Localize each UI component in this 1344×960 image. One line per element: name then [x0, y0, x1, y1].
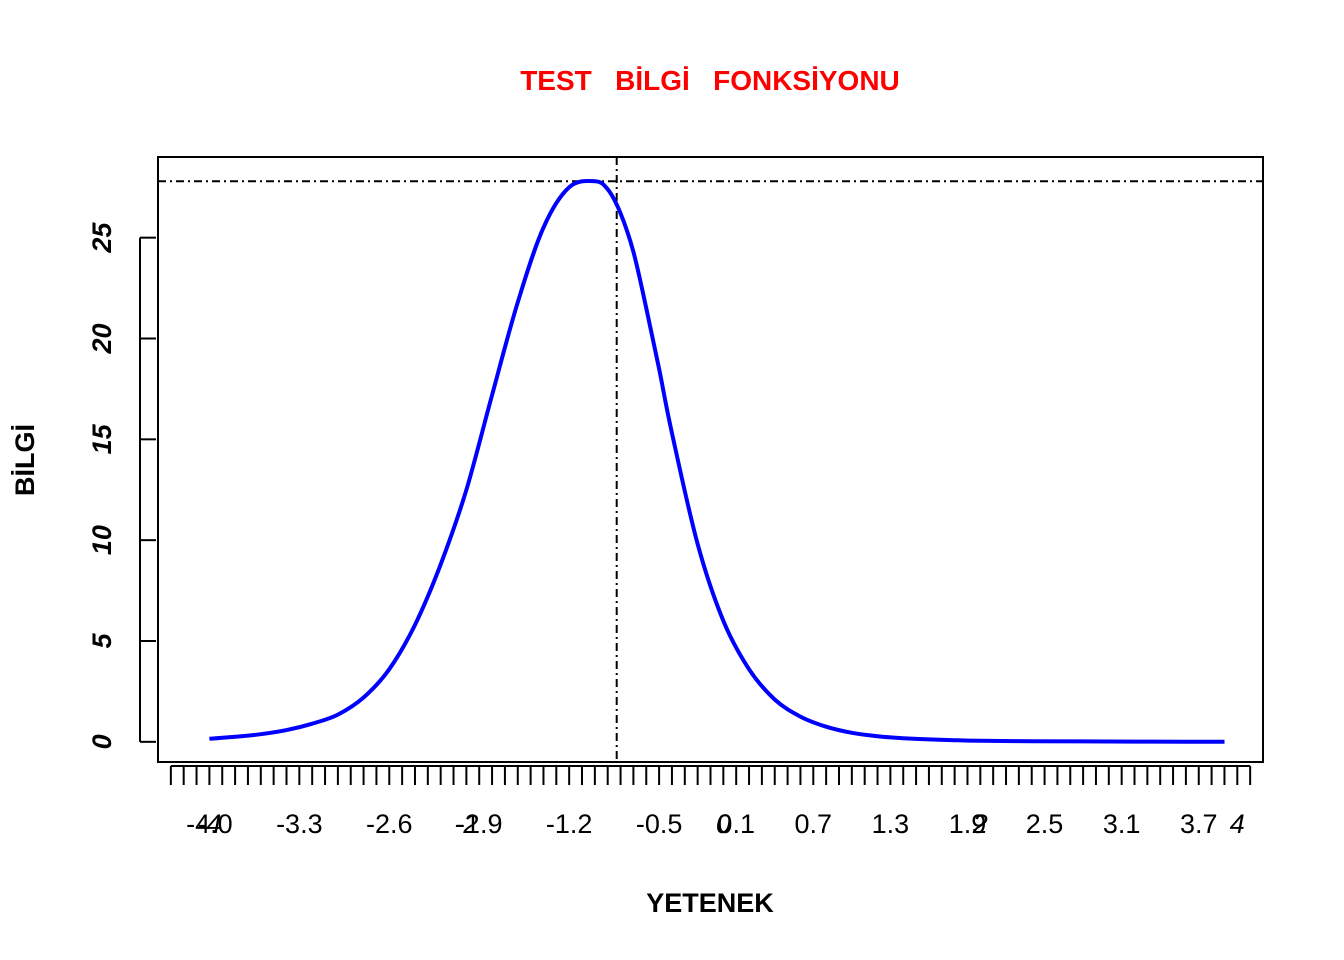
x-axis: -4.0 -3.3 -2.6 -1.9 -1.2 -0.5 0.1 0.7 1.3 1.9 2.5 3…	[169, 765, 1252, 839]
x-tick-label-overlay: 0	[716, 809, 731, 839]
y-tick-label: 0	[87, 734, 117, 749]
x-tick-label: 2.5	[1026, 809, 1064, 839]
information-curve	[209, 178, 1225, 744]
x-tick-label-overlay: 2	[972, 809, 988, 839]
x-tick-label-overlay: -2	[454, 809, 478, 839]
y-tick-label: 15	[87, 423, 117, 454]
plot-area	[157, 156, 1264, 763]
x-tick-label: 1.3	[872, 809, 910, 839]
x-tick-label: -1.9	[456, 809, 503, 839]
y-tick-label: 5	[87, 633, 117, 649]
x-tick-label: -1.2	[546, 809, 593, 839]
curve-layer	[209, 178, 1225, 744]
x-tick-label: -2.6	[366, 809, 413, 839]
x-tick-label: 0.7	[795, 809, 833, 839]
x-tick-label-overlay: -4	[197, 809, 221, 839]
x-tick-label: -4.0	[186, 809, 233, 839]
reference-lines	[158, 157, 1263, 762]
x-tick-label: 3.7	[1180, 809, 1218, 839]
x-tick-label: 1.9	[949, 809, 987, 839]
x-tick-label-overlay: 4	[1230, 809, 1245, 839]
y-axis-label: BİLGİ	[10, 424, 40, 496]
y-tick-label: 10	[87, 525, 117, 555]
y-tick-label: 20	[87, 323, 117, 354]
x-tick-label: -0.5	[636, 809, 683, 839]
plot-frame	[157, 156, 1264, 763]
x-tick-label: 0.1	[717, 809, 755, 839]
x-tick-label: -3.3	[276, 809, 323, 839]
chart-title: TEST BİLGİ FONKSİYONU	[520, 65, 900, 96]
y-axis: 0 5 10 15 20 25	[87, 222, 156, 749]
y-tick-label: 25	[87, 222, 117, 254]
x-tick-label: 3.1	[1103, 809, 1141, 839]
x-axis-label: YETENEK	[646, 888, 774, 918]
